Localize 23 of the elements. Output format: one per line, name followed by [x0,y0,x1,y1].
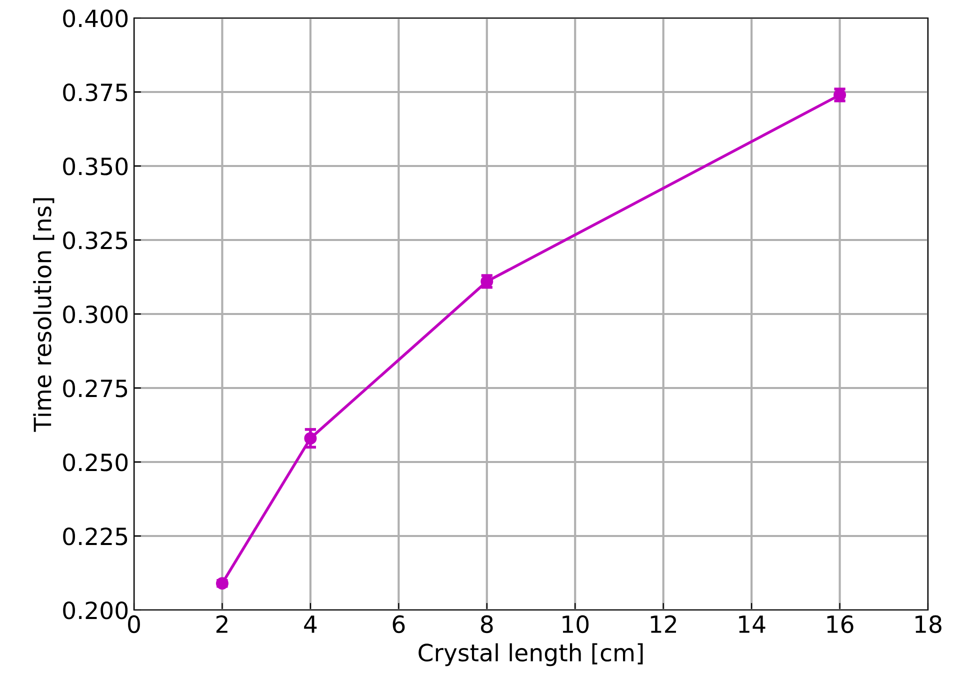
y-tick-label: 0.200 [63,601,128,620]
y-tick-label: 0.350 [63,157,128,176]
y-tick-label: 0.250 [63,453,128,472]
x-tick-label: 16 [827,615,854,634]
y-tick-label: 0.400 [63,9,128,28]
x-tick-label: 18 [916,615,942,634]
x-tick-label: 4 [304,616,317,633]
x-tick-label: 12 [650,615,676,633]
y-tick-label: 0.275 [63,379,128,398]
y-tick-label: 0.300 [63,305,128,324]
y-tick-label: 0.225 [63,527,128,546]
x-tick-label: 14 [739,616,766,633]
point [216,577,228,590]
point [304,432,317,445]
x-tick-label: 2 [216,615,228,633]
y-tick-label: 0.325 [63,231,128,250]
x-tick-label: 6 [392,615,405,634]
x-axis-title: Crystal length [cm] [418,643,643,666]
y-tick-label: 0.375 [63,83,128,102]
x-tick-label: 10 [562,615,589,634]
x-tick-label: 8 [480,615,493,634]
x-tick-label: 0 [128,615,140,634]
y-axis-title: Time resolution [ns] [33,198,54,432]
